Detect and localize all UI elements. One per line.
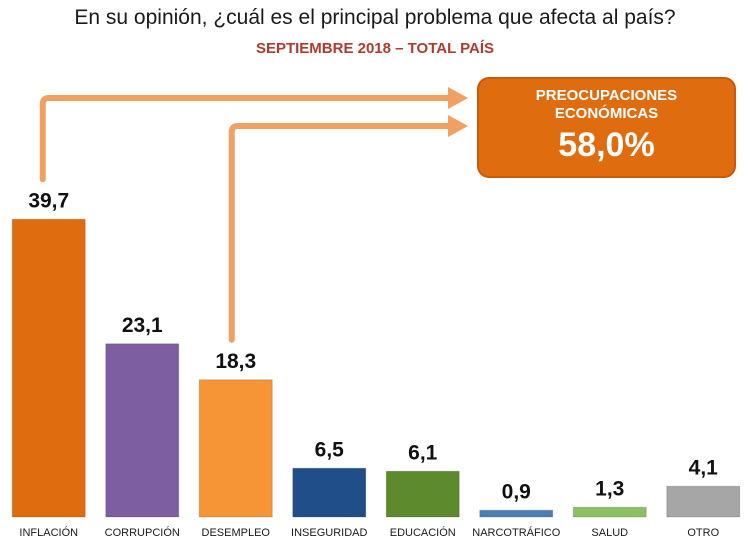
bar-salud — [572, 506, 647, 518]
value-label-narcotrafico: 0,9 — [502, 480, 531, 503]
inflacion-arrow-shaft — [39, 95, 457, 183]
callout-line-1: PREOCUPACIONES — [535, 87, 678, 104]
callout-line-2: ECONÓMICAS — [554, 105, 659, 122]
value-label-inseguridad: 6,5 — [315, 438, 345, 461]
category-label-corrupcion: CORRUPCIÓN — [105, 526, 180, 539]
category-label-inflacion: INFLACIÓN — [19, 526, 78, 539]
value-label-corrupcion: 23,1 — [122, 314, 163, 337]
value-label-salud: 1,3 — [595, 477, 624, 500]
desempleo-arrow-head — [448, 115, 468, 137]
category-label-educacion: EDUCACIÓN — [390, 526, 456, 539]
chart-subtitle: SEPTIEMBRE 2018 – TOTAL PAÍS — [255, 40, 495, 57]
category-labels-group: INFLACIÓN CORRUPCIÓN DESEMPLEO INSEGURIDAD E… — [19, 526, 719, 539]
category-label-desempleo: DESEMPLEO — [202, 527, 271, 539]
bar-otro — [666, 485, 741, 518]
bar-narcotrafico — [479, 509, 554, 518]
bar-inseguridad — [292, 467, 367, 518]
callout-value: 58,0% — [558, 126, 655, 164]
value-label-desempleo: 18,3 — [215, 350, 256, 373]
category-label-salud: SALUD — [591, 527, 628, 539]
value-label-educacion: 6,1 — [408, 441, 438, 464]
bar-inflacion — [11, 218, 86, 518]
bar-educacion — [385, 470, 460, 518]
category-label-inseguridad: INSEGURIDAD — [291, 527, 367, 539]
economic-concerns-callout: PREOCUPACIONES ECONÓMICAS 58,0% — [477, 77, 736, 178]
category-label-narcotrafico: NARCOTRÁFICO — [472, 526, 560, 539]
bar-corrupcion — [105, 343, 180, 518]
value-labels-group: 39,7 23,1 18,3 6,5 6,1 0,9 1,3 4,1 — [28, 189, 718, 503]
bars-group — [11, 218, 741, 518]
value-label-inflacion: 39,7 — [28, 189, 69, 212]
inflacion-arrow-head — [448, 87, 468, 109]
arrows-group — [39, 87, 468, 343]
bar-desempleo — [198, 379, 273, 518]
chart-title: En su opinión, ¿cuál es el principal pro… — [74, 6, 676, 29]
desempleo-arrow-shaft — [228, 123, 457, 343]
category-label-otro: OTRO — [687, 527, 719, 539]
value-label-otro: 4,1 — [689, 456, 719, 479]
